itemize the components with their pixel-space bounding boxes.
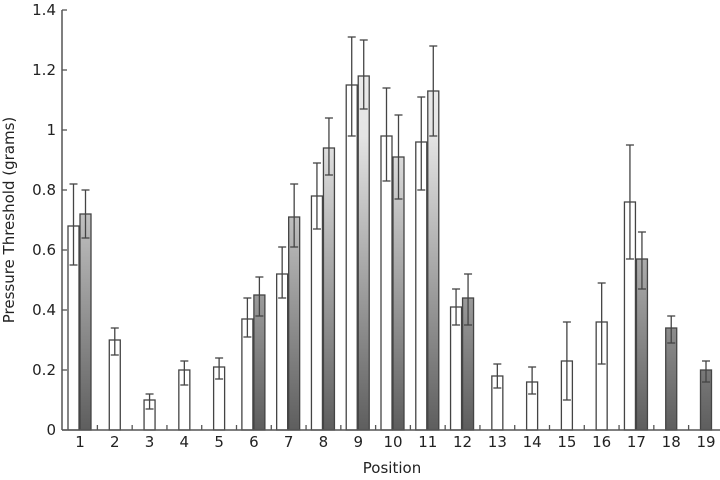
x-tick-label: 16 <box>592 433 611 451</box>
bar-gradient <box>322 147 336 431</box>
error-bar <box>312 162 321 230</box>
x-tick-label: 1 <box>75 433 85 451</box>
bars-layer <box>67 75 713 431</box>
y-tick-label: 1.2 <box>32 61 56 79</box>
y-tick-label: 1 <box>46 121 56 139</box>
error-bar <box>597 282 606 365</box>
bar-gradient <box>79 213 92 431</box>
error-bar <box>637 231 646 290</box>
x-tick-label: 12 <box>453 433 472 451</box>
bar-gradient <box>427 90 440 431</box>
error-bar <box>625 144 634 260</box>
x-tick-label: 13 <box>488 433 507 451</box>
error-bar <box>290 183 299 248</box>
error-bar <box>81 189 90 239</box>
error-bar <box>562 321 571 401</box>
y-axis-title: Pressure Threshold (grams) <box>0 117 18 324</box>
x-tick-label: 7 <box>284 433 294 451</box>
x-tick-label: 17 <box>627 433 646 451</box>
x-tick-label: 11 <box>418 433 437 451</box>
x-tick-label: 2 <box>110 433 120 451</box>
error-bar <box>278 246 287 299</box>
error-bar <box>452 288 461 326</box>
error-bar <box>255 276 264 317</box>
x-tick-label: 18 <box>662 433 681 451</box>
error-bar <box>69 183 78 266</box>
error-bar <box>324 117 333 176</box>
x-tick-label: 19 <box>696 433 715 451</box>
x-tick-label: 10 <box>383 433 402 451</box>
error-bar <box>493 363 502 389</box>
error-bar <box>110 327 119 356</box>
x-tick-label: 15 <box>557 433 576 451</box>
error-bar <box>145 393 154 410</box>
y-tick-label: 0.2 <box>32 361 56 379</box>
bar-gradient <box>288 216 301 431</box>
x-tick-label: 8 <box>319 433 329 451</box>
y-axis: 0 0.2 0.4 0.6 0.8 1 1.2 1.4 <box>32 1 67 439</box>
y-tick-label: 1.4 <box>32 1 56 19</box>
x-tick-label: 5 <box>214 433 224 451</box>
x-tick-label: 3 <box>145 433 155 451</box>
x-axis: 1 2 3 4 5 6 7 8 9 10 11 12 13 14 15 16 17 18 19 <box>62 425 720 451</box>
error-bar <box>429 45 438 137</box>
x-tick-label: 4 <box>180 433 190 451</box>
x-tick-label: 6 <box>249 433 259 451</box>
error-bar <box>359 39 368 110</box>
error-bar <box>417 96 426 191</box>
bar-open <box>345 84 358 431</box>
x-axis-title: Position <box>363 459 421 477</box>
error-bar <box>528 366 537 395</box>
error-bar <box>394 114 403 200</box>
error-bar <box>667 315 676 344</box>
error-bar <box>243 297 252 338</box>
y-tick-label: 0.6 <box>32 241 56 259</box>
error-bar <box>347 36 356 137</box>
x-tick-label: 9 <box>353 433 363 451</box>
bar-gradient <box>357 75 370 431</box>
y-tick-label: 0.4 <box>32 301 56 319</box>
error-bars-layer <box>69 36 710 410</box>
x-tick-label: 14 <box>523 433 542 451</box>
error-bar <box>215 357 224 380</box>
bar-open <box>310 195 324 431</box>
error-bar <box>464 273 473 326</box>
error-bar <box>702 360 710 383</box>
error-bar <box>382 87 391 182</box>
error-bar <box>180 360 189 386</box>
y-tick-label: 0 <box>46 421 56 439</box>
y-tick-label: 0.8 <box>32 181 56 199</box>
